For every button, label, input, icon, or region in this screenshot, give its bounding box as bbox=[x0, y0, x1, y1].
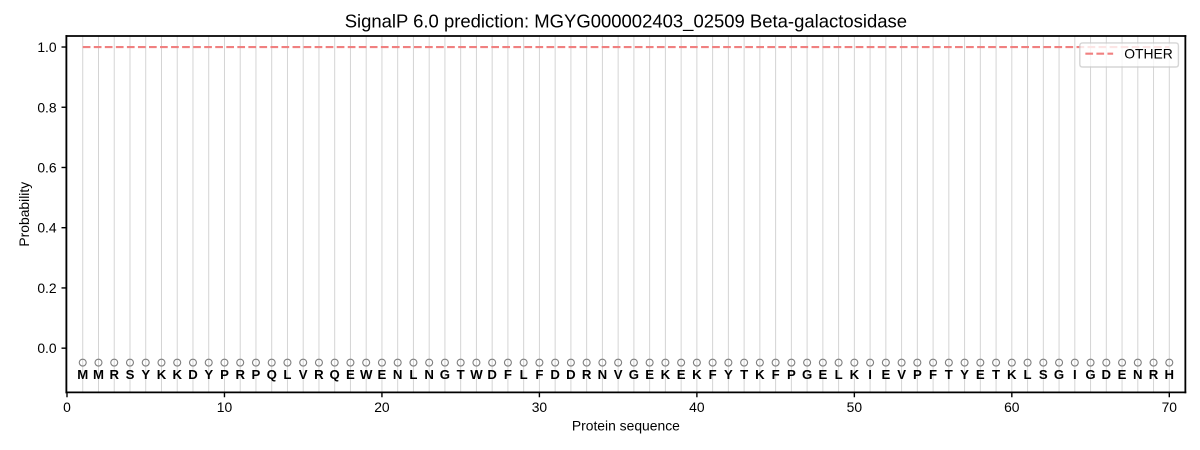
svg-text:0.2: 0.2 bbox=[37, 280, 57, 296]
svg-text:F: F bbox=[929, 367, 937, 382]
svg-text:D: D bbox=[550, 367, 560, 382]
svg-text:70: 70 bbox=[1162, 399, 1178, 415]
svg-text:N: N bbox=[1133, 367, 1143, 382]
svg-text:R: R bbox=[1149, 367, 1159, 382]
svg-text:S: S bbox=[1039, 367, 1048, 382]
svg-text:10: 10 bbox=[217, 399, 233, 415]
svg-text:K: K bbox=[850, 367, 860, 382]
svg-text:G: G bbox=[629, 367, 639, 382]
svg-text:K: K bbox=[172, 367, 182, 382]
svg-text:Q: Q bbox=[330, 367, 340, 382]
svg-text:S: S bbox=[126, 367, 135, 382]
svg-text:N: N bbox=[424, 367, 434, 382]
svg-text:M: M bbox=[77, 367, 88, 382]
svg-text:I: I bbox=[868, 367, 872, 382]
svg-text:W: W bbox=[360, 367, 373, 382]
svg-text:E: E bbox=[346, 367, 355, 382]
svg-text:P: P bbox=[220, 367, 229, 382]
svg-text:R: R bbox=[109, 367, 119, 382]
svg-text:E: E bbox=[645, 367, 654, 382]
svg-text:60: 60 bbox=[1004, 399, 1020, 415]
svg-text:L: L bbox=[520, 367, 528, 382]
svg-text:Q: Q bbox=[267, 367, 277, 382]
svg-text:T: T bbox=[457, 367, 465, 382]
svg-text:E: E bbox=[818, 367, 827, 382]
svg-text:50: 50 bbox=[847, 399, 863, 415]
svg-text:E: E bbox=[677, 367, 686, 382]
svg-text:P: P bbox=[252, 367, 261, 382]
svg-text:Y: Y bbox=[204, 367, 213, 382]
svg-text:Y: Y bbox=[141, 367, 150, 382]
svg-text:M: M bbox=[93, 367, 104, 382]
svg-text:L: L bbox=[1024, 367, 1032, 382]
svg-text:R: R bbox=[235, 367, 245, 382]
svg-text:Y: Y bbox=[960, 367, 969, 382]
svg-text:F: F bbox=[772, 367, 780, 382]
svg-text:0.8: 0.8 bbox=[37, 99, 57, 115]
svg-text:N: N bbox=[598, 367, 608, 382]
svg-text:0.0: 0.0 bbox=[37, 340, 57, 356]
svg-text:I: I bbox=[1073, 367, 1077, 382]
svg-text:Y: Y bbox=[724, 367, 733, 382]
svg-text:0.6: 0.6 bbox=[37, 160, 57, 176]
svg-text:P: P bbox=[913, 367, 922, 382]
svg-text:D: D bbox=[1102, 367, 1112, 382]
svg-text:V: V bbox=[614, 367, 623, 382]
svg-text:H: H bbox=[1165, 367, 1175, 382]
svg-text:R: R bbox=[582, 367, 592, 382]
svg-text:G: G bbox=[802, 367, 812, 382]
svg-text:V: V bbox=[897, 367, 906, 382]
svg-text:D: D bbox=[487, 367, 497, 382]
svg-text:F: F bbox=[709, 367, 717, 382]
svg-text:T: T bbox=[945, 367, 953, 382]
svg-text:K: K bbox=[1007, 367, 1017, 382]
svg-text:K: K bbox=[692, 367, 702, 382]
svg-text:L: L bbox=[283, 367, 291, 382]
svg-text:30: 30 bbox=[532, 399, 548, 415]
svg-text:R: R bbox=[314, 367, 324, 382]
svg-text:K: K bbox=[755, 367, 765, 382]
svg-text:SignalP 6.0 prediction: MGYG00: SignalP 6.0 prediction: MGYG000002403_02… bbox=[345, 11, 907, 33]
svg-text:K: K bbox=[661, 367, 671, 382]
svg-text:F: F bbox=[535, 367, 543, 382]
svg-text:P: P bbox=[787, 367, 796, 382]
svg-text:E: E bbox=[1118, 367, 1127, 382]
svg-text:20: 20 bbox=[374, 399, 390, 415]
svg-text:0: 0 bbox=[63, 399, 71, 415]
svg-text:D: D bbox=[566, 367, 576, 382]
svg-text:E: E bbox=[976, 367, 985, 382]
svg-text:E: E bbox=[881, 367, 890, 382]
svg-text:G: G bbox=[1054, 367, 1064, 382]
svg-text:N: N bbox=[393, 367, 403, 382]
svg-text:G: G bbox=[1085, 367, 1095, 382]
svg-text:T: T bbox=[740, 367, 748, 382]
svg-text:0.4: 0.4 bbox=[37, 220, 57, 236]
svg-text:L: L bbox=[835, 367, 843, 382]
svg-text:K: K bbox=[157, 367, 167, 382]
svg-text:W: W bbox=[470, 367, 483, 382]
svg-text:Probability: Probability bbox=[16, 182, 32, 247]
svg-text:D: D bbox=[188, 367, 198, 382]
svg-text:OTHER: OTHER bbox=[1124, 46, 1173, 62]
svg-text:G: G bbox=[440, 367, 450, 382]
svg-text:E: E bbox=[378, 367, 387, 382]
svg-text:F: F bbox=[504, 367, 512, 382]
svg-text:Protein sequence: Protein sequence bbox=[572, 418, 680, 434]
svg-text:1.0: 1.0 bbox=[37, 39, 57, 55]
svg-text:V: V bbox=[299, 367, 308, 382]
svg-text:40: 40 bbox=[689, 399, 705, 415]
svg-text:T: T bbox=[992, 367, 1000, 382]
svg-text:L: L bbox=[409, 367, 417, 382]
